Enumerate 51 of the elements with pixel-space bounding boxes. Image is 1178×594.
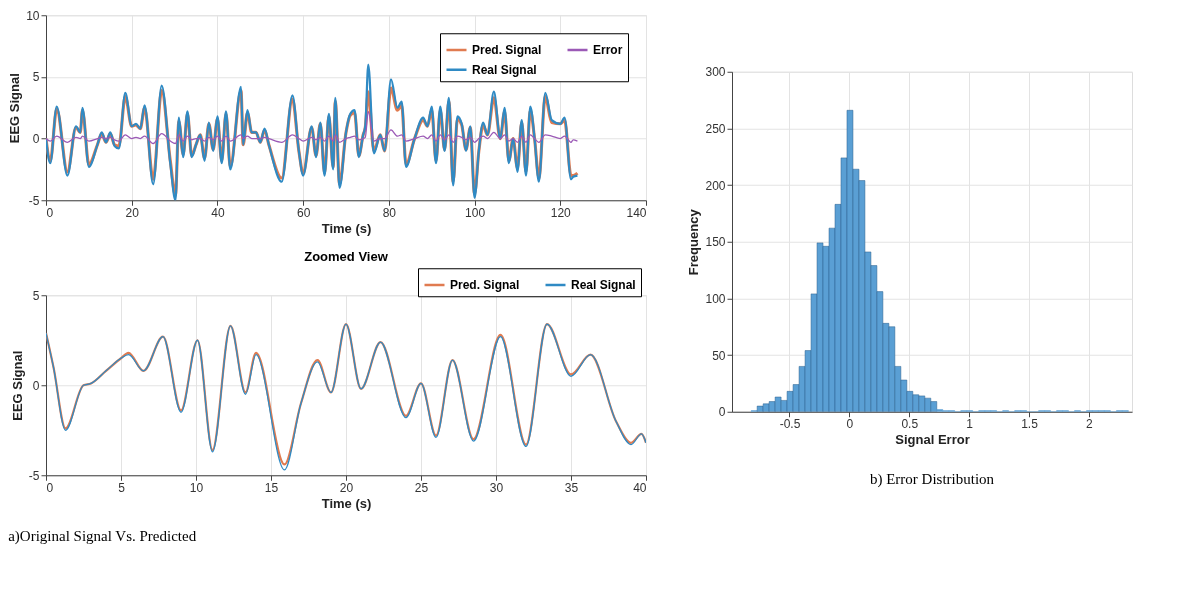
y-tick-label: -5 — [28, 193, 40, 208]
text: a)Original Signal Vs. Predicted — [8, 527, 197, 545]
x-tick-label: 1.5 — [1021, 417, 1039, 432]
y-tick-label: -5 — [28, 468, 40, 483]
x-axis-title: Time (s) — [321, 495, 372, 511]
y-tick-label: 200 — [705, 178, 726, 193]
y-tick-label: 300 — [705, 65, 726, 80]
legend-label: Pred. Signal — [472, 43, 542, 57]
x-tick-label: 120 — [550, 205, 572, 220]
y-axis-title: EEG Signal — [7, 73, 23, 144]
x-tick-label: 0.5 — [901, 417, 919, 432]
x-tick-label: 35 — [564, 480, 579, 495]
y-tick-label: 0 — [32, 378, 40, 393]
y-tick-label: 5 — [32, 288, 40, 303]
y-tick-label: 100 — [705, 291, 726, 306]
x-tick-label: 20 — [125, 205, 140, 220]
x-tick-label: 40 — [633, 480, 647, 495]
x-tick-label: 15 — [264, 480, 279, 495]
x-tick-label: 0 — [46, 205, 54, 220]
legend-label: Error — [593, 43, 623, 57]
chart-title: Zoomed View — [304, 248, 389, 264]
x-tick-label: 80 — [382, 205, 397, 220]
x-axis-title: Time (s) — [321, 220, 372, 236]
y-axis-title: Frequency — [686, 208, 702, 276]
text: b) Error Distribution — [869, 470, 995, 488]
y-tick-label: 50 — [712, 348, 726, 363]
x-tick-label: 1 — [966, 417, 974, 432]
x-tick-label: 10 — [189, 480, 204, 495]
x-tick-label: 25 — [414, 480, 429, 495]
y-tick-label: 10 — [26, 8, 40, 23]
y-tick-label: 0 — [32, 132, 40, 147]
x-tick-label: 5 — [118, 480, 126, 495]
y-tick-label: 250 — [705, 121, 726, 136]
legend-label: Real Signal — [472, 62, 537, 77]
x-tick-label: 140 — [626, 205, 647, 220]
y-tick-label: 5 — [32, 70, 40, 85]
legend-label: Pred. Signal — [450, 278, 520, 292]
x-tick-label: 60 — [296, 205, 311, 220]
x-tick-label: 40 — [211, 205, 225, 220]
x-tick-label: 0 — [846, 417, 854, 432]
legend-label: Real Signal — [571, 278, 636, 292]
y-tick-label: 150 — [705, 235, 726, 250]
x-tick-label: 20 — [339, 480, 354, 495]
x-tick-label: 30 — [489, 480, 504, 495]
x-axis-title: Signal Error — [895, 432, 970, 448]
y-tick-label: 0 — [718, 405, 726, 420]
x-tick-label: 100 — [465, 205, 486, 220]
x-tick-label: 0 — [46, 480, 54, 495]
x-tick-label: 2 — [1086, 417, 1094, 432]
x-tick-label: -0.5 — [779, 417, 801, 432]
y-axis-title: EEG Signal — [9, 350, 25, 421]
